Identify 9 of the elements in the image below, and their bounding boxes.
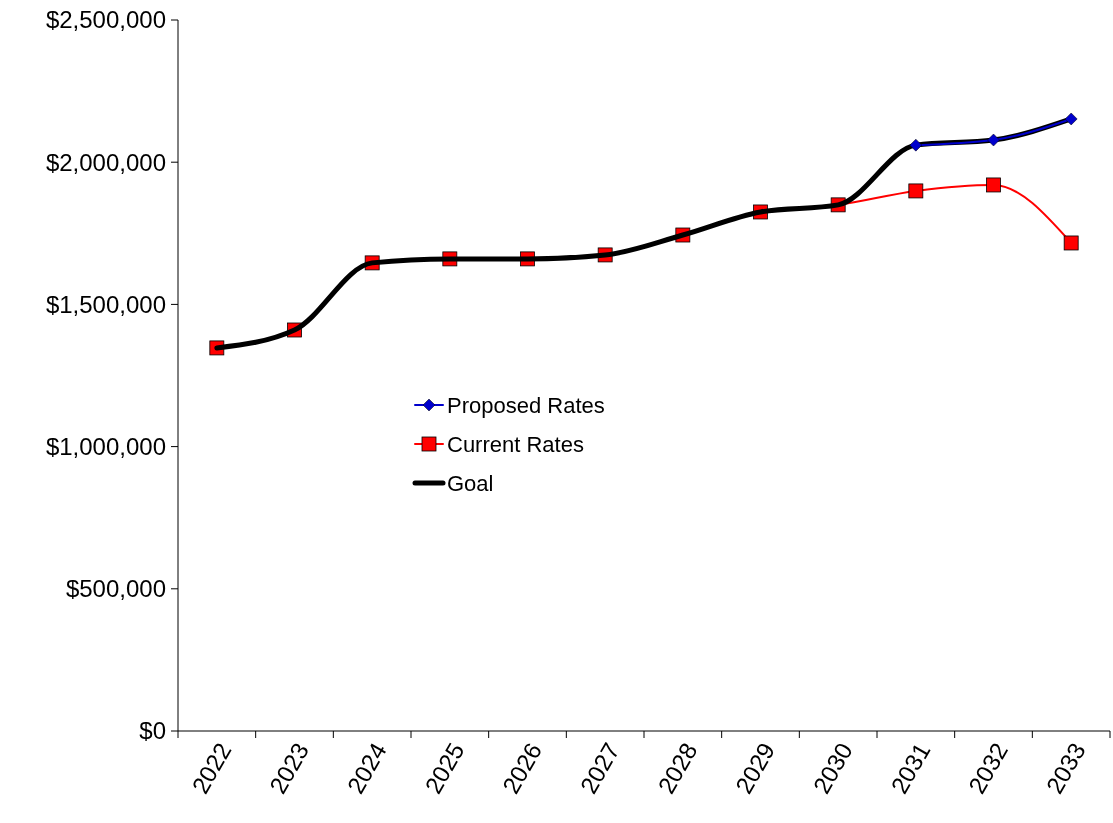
legend-label: Current Rates [447, 431, 584, 457]
y-tick-label: $0 [139, 717, 166, 745]
y-tick-label: $1,500,000 [45, 290, 166, 318]
y-tick-label: $2,500,000 [45, 6, 166, 34]
legend-label: Goal [447, 470, 494, 496]
y-tick-label: $500,000 [65, 575, 166, 603]
y-tick-label: $1,000,000 [45, 433, 166, 460]
y-tick-label: $2,000,000 [45, 148, 166, 176]
legend-label: Proposed Rates [447, 392, 605, 418]
